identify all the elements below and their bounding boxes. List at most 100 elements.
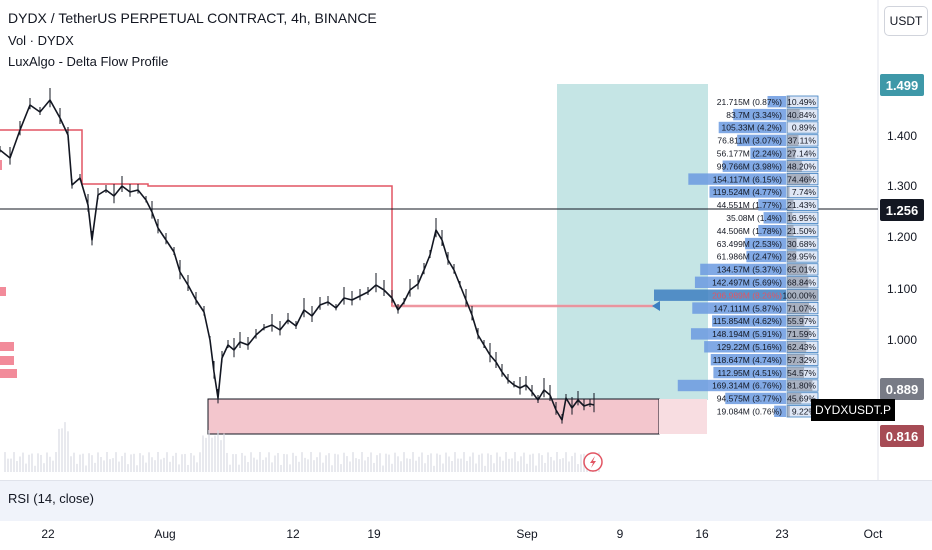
price-axis-label: 1.200 bbox=[887, 230, 918, 244]
lightning-icon bbox=[583, 452, 603, 472]
profile-volume-bar bbox=[758, 199, 786, 211]
volume-bar bbox=[382, 465, 384, 472]
volume-bar bbox=[550, 456, 552, 472]
volume-bar bbox=[358, 459, 360, 472]
rsi-legend[interactable]: RSI (14, close) bbox=[8, 491, 94, 506]
profile-row: 129.22M (5.16%) 62.43% bbox=[704, 340, 819, 353]
profile-delta-label: 62.43% bbox=[787, 342, 816, 352]
volume-bar bbox=[424, 463, 426, 472]
rsi-pane[interactable] bbox=[0, 480, 932, 521]
volume-legend[interactable]: Vol · DYDX bbox=[8, 33, 74, 48]
volume-bar bbox=[400, 461, 402, 472]
profile-row: 206.989M (8.26%) 100.00% bbox=[654, 289, 819, 302]
time-axis-label: Aug bbox=[154, 527, 176, 541]
volume-bar bbox=[187, 464, 189, 472]
volume-bar bbox=[52, 460, 54, 472]
volume-bar bbox=[49, 456, 51, 472]
profile-delta-fill bbox=[787, 108, 800, 121]
profile-delta-fill bbox=[787, 379, 813, 392]
volume-bar bbox=[310, 452, 312, 472]
volume-bar bbox=[373, 462, 375, 472]
time-axis-label: 19 bbox=[367, 527, 381, 541]
volume-bar bbox=[469, 456, 471, 472]
profile-volume-bar bbox=[709, 186, 786, 198]
volume-bar bbox=[256, 459, 258, 472]
volume-bar bbox=[7, 458, 9, 472]
volume-bar bbox=[334, 453, 336, 472]
volume-bar bbox=[145, 462, 147, 472]
profile-volume-bar bbox=[692, 302, 786, 314]
volume-bar bbox=[250, 452, 252, 472]
indicator-legend[interactable]: LuxAlgo - Delta Flow Profile bbox=[8, 54, 169, 69]
time-axis-label: 9 bbox=[616, 527, 624, 541]
profile-delta-label: 37.11% bbox=[788, 136, 817, 146]
profile-delta-fill bbox=[787, 160, 802, 172]
volume-bar bbox=[25, 463, 27, 472]
profile-volume-bar bbox=[710, 354, 786, 366]
volume-bar bbox=[55, 452, 57, 472]
volume-bar bbox=[85, 465, 87, 472]
volume-bar bbox=[229, 464, 231, 472]
profile-volume-label: 206.989M (8.26%) bbox=[712, 290, 782, 300]
profile-delta-fill bbox=[787, 225, 794, 237]
profile-delta-fill bbox=[787, 405, 790, 417]
profile-volume-label: 112.95M (4.51%) bbox=[717, 368, 782, 378]
volume-bar bbox=[511, 458, 513, 472]
volume-bar bbox=[247, 462, 249, 472]
currency-button[interactable]: USDT bbox=[884, 6, 928, 36]
profile-volume-label: 61.986M (2.47%) bbox=[717, 252, 782, 262]
profile-delta-fill bbox=[787, 315, 805, 327]
volume-bar bbox=[82, 453, 84, 472]
left-profile-marker bbox=[0, 369, 17, 378]
volume-bar bbox=[163, 457, 165, 472]
volume-bar bbox=[289, 464, 291, 472]
volume-bar bbox=[490, 454, 492, 472]
volume-bar bbox=[397, 456, 399, 472]
volume-bar bbox=[157, 452, 159, 472]
volume-bar bbox=[181, 454, 183, 472]
volume-bar bbox=[418, 456, 420, 472]
volume-bar bbox=[67, 431, 69, 472]
volume-bar bbox=[175, 452, 177, 472]
profile-row: 112.95M (4.51%) 54.57% bbox=[713, 366, 819, 379]
volume-bar bbox=[94, 462, 96, 472]
profile-volume-bar bbox=[722, 160, 786, 172]
profile-volume-label: 129.22M (5.16%) bbox=[717, 342, 782, 352]
volume-bar bbox=[109, 459, 111, 472]
profile-delta-label: 100.00% bbox=[782, 290, 816, 300]
volume-bar bbox=[544, 462, 546, 472]
profile-delta-fill bbox=[787, 147, 796, 159]
volume-bar bbox=[580, 454, 582, 472]
profile-row: 169.314M (6.76%) 81.80% bbox=[677, 379, 819, 392]
volume-bar bbox=[31, 453, 33, 472]
volume-bar bbox=[337, 454, 339, 472]
profile-volume-bar bbox=[750, 147, 786, 159]
volume-bar bbox=[493, 463, 495, 472]
volume-bar bbox=[217, 430, 219, 472]
profile-delta-label: 21.43% bbox=[787, 200, 816, 210]
volume-bar bbox=[118, 461, 120, 472]
profile-row: 56.177M (2.24%) 27.14% bbox=[717, 147, 819, 160]
volume-bar bbox=[127, 464, 129, 472]
profile-delta-fill bbox=[787, 276, 809, 288]
volume-bar bbox=[199, 452, 201, 472]
volume-bar bbox=[28, 454, 30, 472]
volume-bar bbox=[523, 452, 525, 472]
volume-bar bbox=[238, 464, 240, 472]
volume-bar bbox=[115, 452, 117, 472]
profile-delta-label: 55.97% bbox=[787, 316, 816, 326]
volume-bar bbox=[223, 433, 225, 472]
volume-bar bbox=[556, 452, 558, 472]
volume-bar bbox=[79, 454, 81, 472]
volume-bar bbox=[553, 460, 555, 472]
volume-bar bbox=[106, 452, 108, 472]
profile-delta-label: 48.20% bbox=[787, 161, 816, 171]
volume-bar bbox=[535, 465, 537, 472]
volume-bar bbox=[433, 465, 435, 472]
profile-delta-label: 21.50% bbox=[787, 226, 816, 236]
volume-bar bbox=[409, 458, 411, 472]
level-step-line bbox=[0, 129, 655, 307]
profile-row: 142.497M (5.69%) 68.84% bbox=[694, 276, 819, 289]
profile-row: 61.986M (2.47%) 29.95% bbox=[717, 250, 819, 263]
